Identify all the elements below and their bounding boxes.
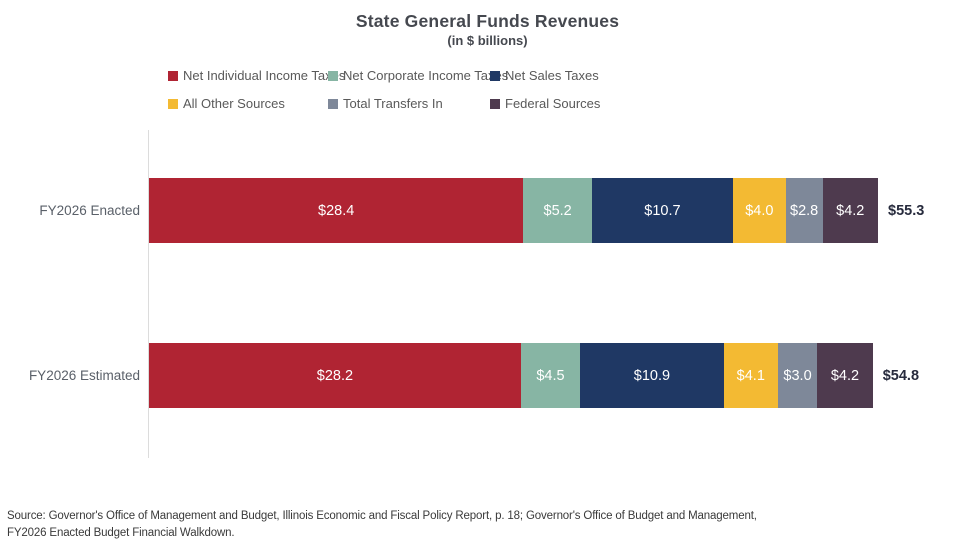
source-note: Source: Governor's Office of Management … (7, 508, 757, 542)
segment-value-label: $3.0 (783, 367, 812, 384)
chart-title: State General Funds Revenues (355, 11, 620, 31)
bar-segment: $28.2 (149, 343, 521, 408)
legend-item: Net Sales Taxes (490, 68, 600, 83)
legend-label: Net Corporate Income Taxes (343, 68, 509, 83)
segment-value-label: $10.7 (644, 202, 681, 219)
legend-swatch-icon (328, 70, 338, 81)
stacked-bar: $28.2 $4.5 $10.9 $4.1 $3.0 $4.2 (149, 343, 873, 408)
segment-value-label: $4.2 (836, 202, 865, 219)
legend-item: Federal Sources (490, 96, 600, 111)
segment-value-label: $28.4 (318, 202, 355, 219)
source-line-2: FY2026 Enacted Budget Financial Walkdown… (7, 527, 235, 539)
segment-value-label: $4.1 (736, 367, 765, 384)
legend: Net Individual Income Taxes Net Corporate… (168, 68, 600, 111)
legend-item: Net Individual Income Taxes (168, 68, 345, 83)
bar-total-label: $54.8 (882, 367, 920, 384)
segment-value-label: $5.2 (543, 202, 572, 219)
bar-segment: $4.5 (520, 343, 581, 408)
stacked-bar: $28.4 $5.2 $10.7 $4.0 $2.8 $4.2 (149, 178, 878, 243)
legend-label: Net Individual Income Taxes (183, 68, 346, 83)
bar-segment: $28.4 (149, 178, 524, 243)
segment-value-label: $2.8 (790, 202, 819, 219)
segment-value-label: $10.9 (633, 367, 671, 384)
bar-segment: $3.0 (777, 343, 818, 408)
legend-item: Net Corporate Income Taxes (328, 68, 508, 83)
category-label: FY2026 Estimated (28, 368, 140, 383)
legend-swatch-icon (490, 98, 500, 109)
segment-value-label: $28.2 (316, 367, 354, 384)
bar-total-label: $55.3 (888, 202, 925, 219)
category-label: FY2026 Enacted (39, 203, 140, 218)
y-axis-line (148, 130, 149, 458)
bar-segment: $4.0 (732, 178, 786, 243)
source-line-1: Source: Governor's Office of Management … (7, 510, 757, 522)
legend-swatch-icon (168, 70, 178, 81)
chart-subtitle: (in $ billions) (447, 33, 528, 48)
legend-label: Net Sales Taxes (505, 68, 599, 83)
bar-row: FY2026 Estimated $28.2 $4.5 $10.9 $4.1 $3.0 $4… (0, 343, 975, 408)
legend-item: All Other Sources (168, 96, 328, 111)
legend-label: All Other Sources (183, 96, 285, 111)
bar-segment: $4.1 (723, 343, 778, 408)
bar-segment: $4.2 (817, 343, 873, 408)
legend-label: Federal Sources (505, 96, 601, 111)
legend-item: Total Transfers In (328, 96, 490, 111)
segment-value-label: $4.5 (536, 367, 565, 384)
bar-row: FY2026 Enacted $28.4 $5.2 $10.7 $4.0 $2.8 $4.2… (0, 178, 975, 243)
segment-value-label: $4.0 (745, 202, 774, 219)
segment-value-label: $4.2 (830, 367, 860, 384)
legend-swatch-icon (490, 70, 500, 81)
bar-segment: $10.7 (591, 178, 733, 243)
bar-segment: $4.2 (822, 178, 878, 243)
legend-swatch-icon (168, 98, 178, 109)
bar-segment: $5.2 (523, 178, 592, 243)
bar-segment: $10.9 (580, 343, 724, 408)
legend-label: Total Transfers In (343, 96, 443, 111)
legend-swatch-icon (328, 98, 338, 109)
bar-segment: $2.8 (785, 178, 823, 243)
